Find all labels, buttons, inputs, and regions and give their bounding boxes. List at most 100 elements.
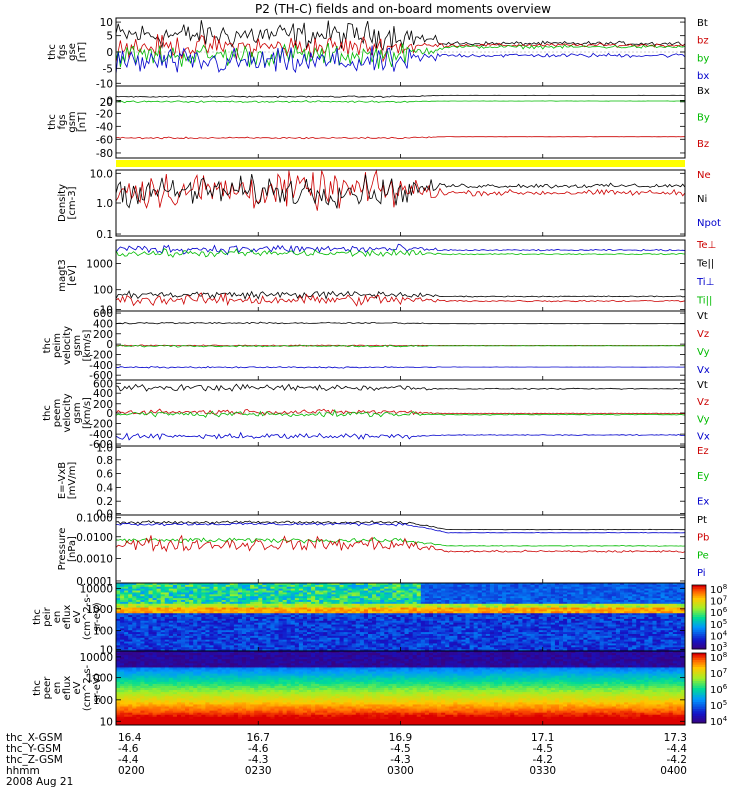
heatmap-cell	[526, 637, 531, 641]
heatmap-cell	[433, 615, 438, 618]
heatmap-cell	[294, 624, 300, 627]
heatmap-cell	[172, 618, 178, 622]
heatmap-cell	[498, 601, 503, 605]
heatmap-cell	[510, 639, 515, 642]
heatmap-cell	[221, 607, 227, 610]
heatmap-cell	[144, 620, 149, 624]
heatmap-cell	[197, 635, 202, 639]
heatmap-cell	[168, 584, 174, 588]
heatmap-cell	[400, 649, 405, 652]
heatmap-cell	[420, 637, 426, 641]
heatmap-cell	[363, 647, 369, 650]
heatmap-cell	[286, 583, 292, 586]
ylabel-line: Density	[57, 184, 68, 222]
heatmap-cell	[185, 643, 190, 646]
heatmap-cell	[201, 626, 206, 629]
heatmap-cell	[498, 603, 503, 607]
heatmap-cell	[205, 647, 210, 650]
heatmap-cell	[400, 596, 405, 599]
heatmap-cell	[481, 613, 487, 616]
heatmap-cell	[181, 641, 186, 644]
heatmap-cell	[274, 596, 279, 599]
heatmap-cell	[164, 637, 170, 641]
heatmap-cell	[335, 618, 340, 622]
heatmap-cell	[506, 635, 511, 639]
heatmap-cell	[270, 643, 275, 646]
heatmap-cell	[583, 586, 588, 590]
heatmap-cell	[380, 609, 385, 612]
heatmap-cell	[416, 649, 422, 652]
heatmap-cell	[266, 613, 271, 616]
heatmap-cell	[319, 641, 324, 644]
heatmap-cell	[408, 600, 414, 603]
heatmap-cell	[201, 630, 206, 633]
heatmap-cell	[221, 635, 227, 639]
heatmap-cell	[607, 609, 613, 612]
heatmap-cell	[246, 601, 251, 605]
heatmap-cell	[428, 641, 434, 644]
heatmap-cell	[619, 607, 625, 610]
heatmap-cell	[416, 618, 422, 622]
heatmap-cell	[217, 590, 223, 593]
heatmap-cell	[575, 641, 580, 644]
legend-Vy: Vy	[697, 347, 710, 358]
heatmap-cell	[351, 598, 357, 601]
heatmap-cell	[526, 645, 531, 648]
heatmap-cell	[286, 643, 292, 646]
heatmap-cell	[156, 609, 162, 612]
heatmap-cell	[445, 624, 450, 627]
heatmap-cell	[416, 634, 422, 637]
heatmap-cell	[514, 615, 519, 618]
heatmap-cell	[424, 613, 430, 616]
heatmap-cell	[656, 615, 662, 618]
heatmap-cell	[355, 583, 361, 586]
heatmap-cell	[380, 615, 385, 618]
heatmap-cell	[506, 643, 511, 646]
heatmap-cell	[140, 639, 145, 642]
heatmap-cell	[213, 641, 218, 644]
heatmap-cell	[461, 600, 466, 603]
heatmap-cell	[116, 583, 121, 586]
heatmap-cell	[323, 630, 328, 633]
heatmap-cell	[124, 584, 129, 588]
heatmap-cell	[611, 632, 617, 635]
heatmap-cell	[420, 618, 426, 622]
heatmap-cell	[538, 622, 544, 625]
heatmap-cell	[116, 611, 121, 614]
heatmap-cell	[168, 613, 174, 616]
heatmap-cell	[615, 634, 621, 637]
heatmap-cell	[193, 618, 198, 622]
heatmap-cell	[384, 635, 389, 639]
heatmap-cell	[274, 624, 279, 627]
heatmap-cell	[611, 637, 617, 641]
heatmap-cell	[428, 590, 434, 593]
heatmap-cell	[209, 590, 214, 593]
heatmap-cell	[636, 609, 641, 612]
heatmap-cell	[559, 647, 564, 650]
heatmap-cell	[514, 643, 519, 646]
heatmap-cell	[624, 635, 629, 639]
heatmap-cell	[640, 590, 645, 593]
heatmap-cell	[262, 598, 267, 601]
heatmap-cell	[185, 618, 190, 622]
heatmap-cell	[514, 588, 519, 591]
heatmap-cell	[445, 594, 450, 597]
heatmap-cell	[319, 632, 324, 635]
heatmap-cell	[213, 607, 218, 610]
heatmap-cell	[412, 590, 418, 593]
heatmap-cell	[380, 641, 385, 644]
heatmap-cell	[339, 632, 344, 635]
heatmap-cell	[534, 641, 540, 644]
heatmap-cell	[258, 607, 263, 610]
heatmap-cell	[518, 607, 523, 610]
heatmap-cell	[595, 617, 601, 620]
heatmap-cell	[538, 624, 544, 627]
heatmap-cell	[644, 635, 649, 639]
heatmap-cell	[237, 607, 243, 610]
heatmap-cell	[404, 605, 410, 608]
heatmap-cell	[461, 628, 466, 631]
heatmap-cell	[376, 645, 381, 648]
heatmap-cell	[441, 598, 446, 601]
heatmap-cell	[185, 594, 190, 597]
